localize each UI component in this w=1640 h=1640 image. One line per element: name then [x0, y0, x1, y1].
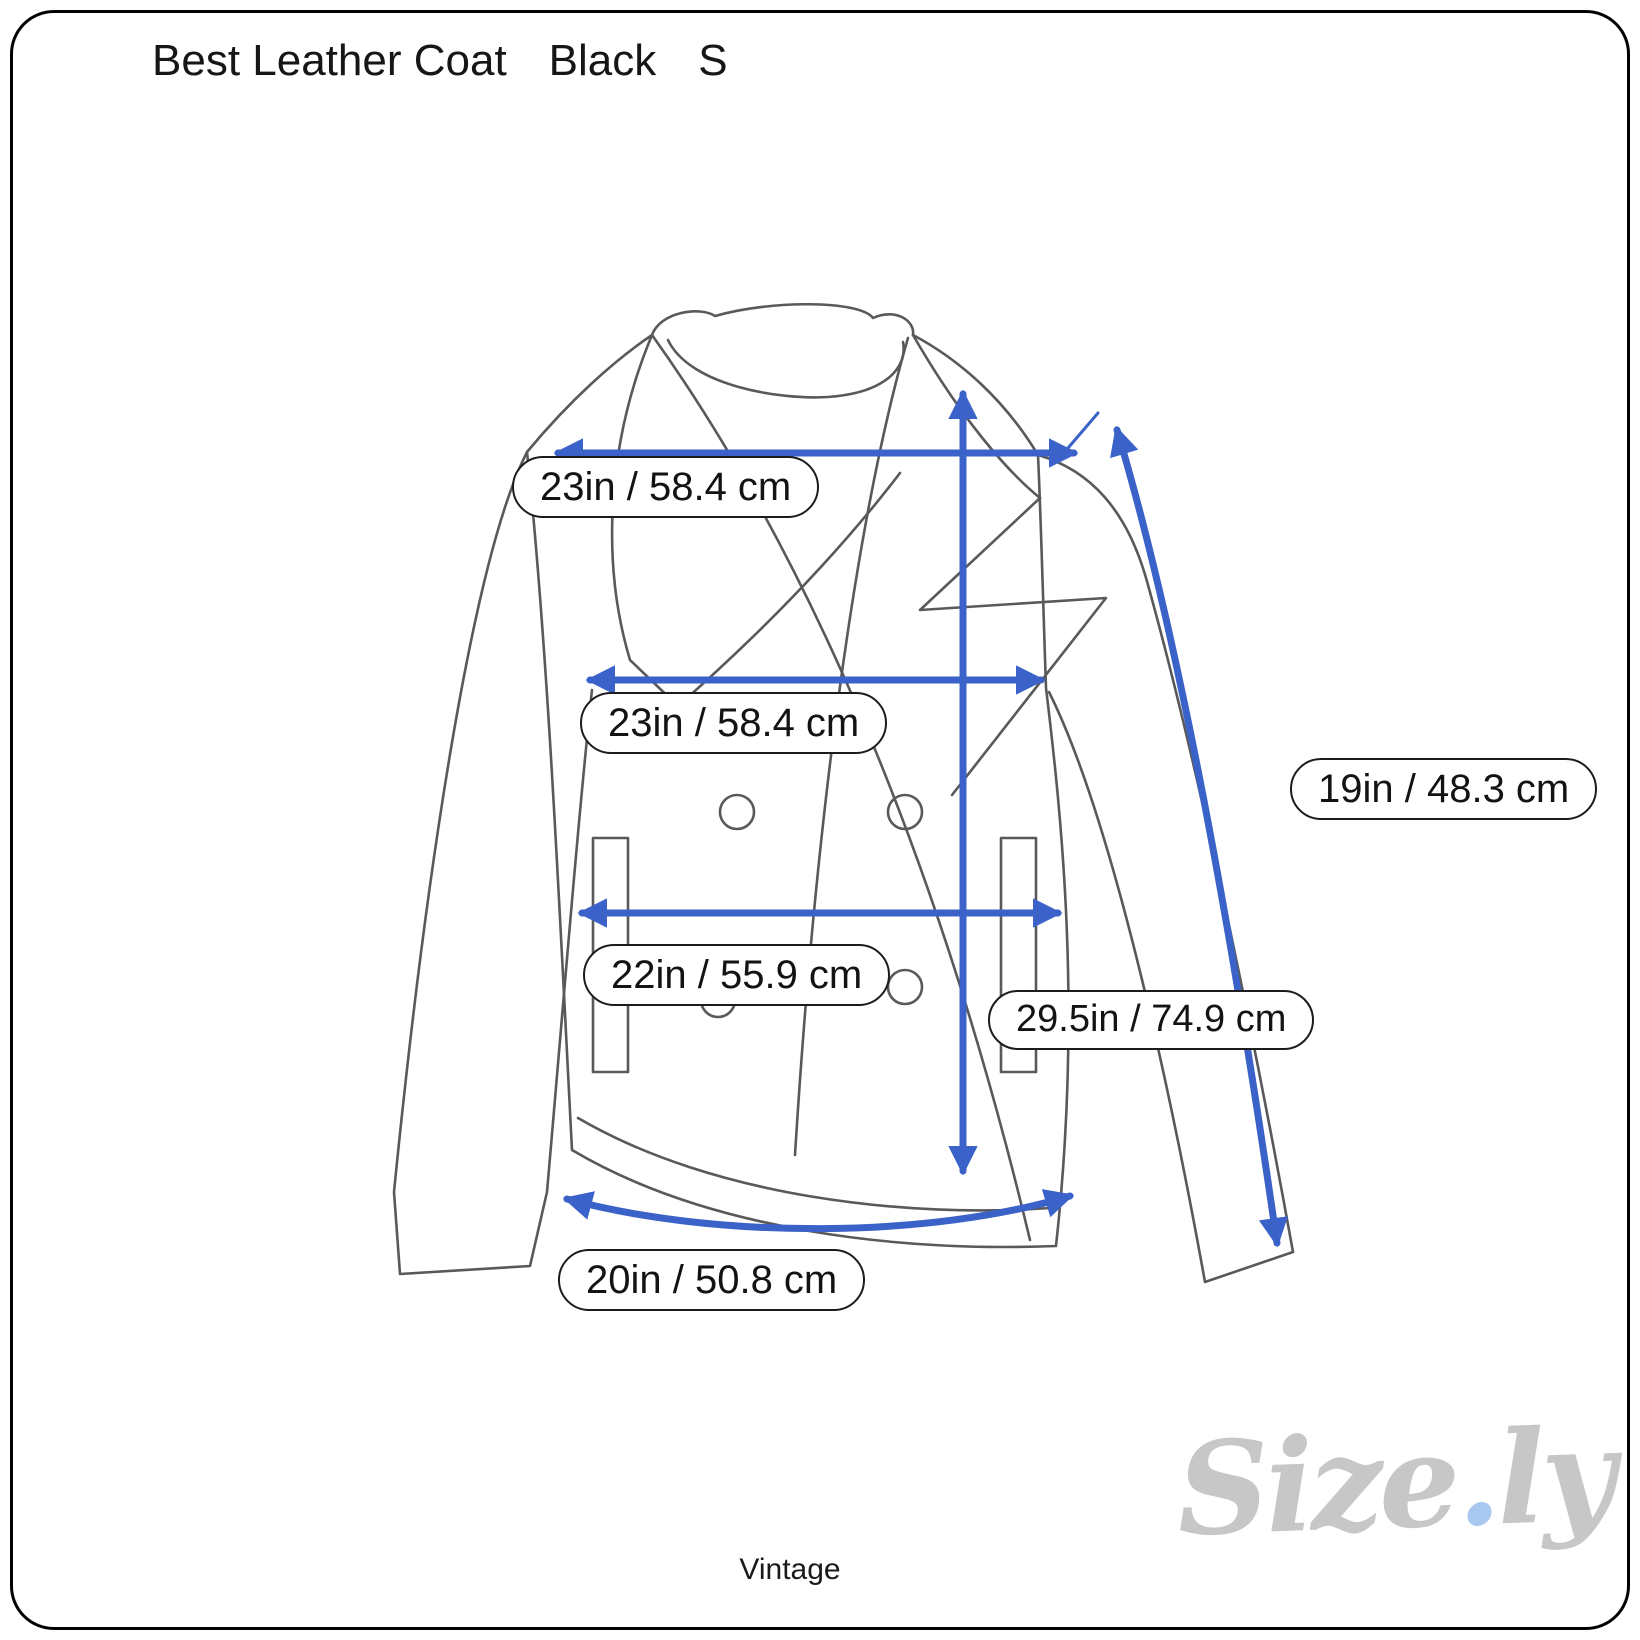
- measurement-arrows: [553, 389, 1289, 1248]
- product-size: S: [698, 36, 728, 85]
- waist-width-label: 22in / 55.9 cm: [583, 944, 891, 1006]
- product-name: Best Leather Coat: [152, 36, 507, 85]
- page-border: [10, 10, 1630, 1630]
- sleeve-length-label: 19in / 48.3 cm: [1290, 758, 1598, 820]
- shoulder-width-label: 23in / 58.4 cm: [512, 456, 820, 518]
- chest-width-label: 23in / 58.4 cm: [580, 692, 888, 754]
- body-length-label: 29.5in / 74.9 cm: [988, 990, 1315, 1050]
- footer-note: Vintage: [739, 1553, 841, 1586]
- product-color: Black: [548, 36, 657, 85]
- watermark-dot: .: [1453, 1404, 1500, 1556]
- sizely-watermark: Size.ly: [1175, 1400, 1615, 1565]
- hem-width-label: 20in / 50.8 cm: [558, 1249, 866, 1311]
- watermark-text: Size: [1174, 1405, 1460, 1566]
- hem-width-arrow: [562, 1189, 1075, 1233]
- sleeve-length-arrow: [1110, 425, 1289, 1248]
- page-title: Best Leather Coat Black S: [152, 36, 728, 86]
- shoulder-arrow-tick: [1054, 411, 1100, 464]
- watermark-suffix: ly: [1494, 1400, 1615, 1555]
